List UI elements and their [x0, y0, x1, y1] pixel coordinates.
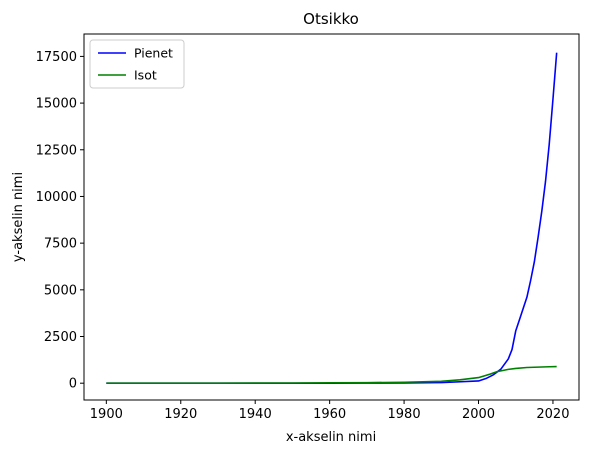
x-tick-label: 1940 — [239, 407, 272, 422]
y-tick-label: 7500 — [44, 237, 77, 252]
y-axis-title: y-akselin nimi — [11, 172, 26, 262]
x-axis: 1900 1920 1940 1960 1980 2000 2020 — [90, 400, 569, 422]
plot-frame — [83, 33, 580, 401]
y-axis: 0 2500 5000 7500 10000 12500 15000 17500 — [36, 50, 84, 392]
x-axis-title: x-akselin nimi — [286, 430, 376, 445]
series-line-2 — [106, 365, 557, 384]
y-tick-label: 12500 — [36, 143, 77, 158]
y-tick-label: 2500 — [44, 330, 77, 345]
legend-box — [89, 39, 185, 89]
y-tick-label: 0 — [69, 377, 77, 392]
plot-area — [106, 52, 558, 384]
x-tick-label: 2020 — [536, 407, 569, 422]
legend-label: Isot — [134, 68, 157, 83]
chart-title: Otsikko — [303, 10, 359, 28]
x-tick-label: 1980 — [388, 407, 421, 422]
legend: Pienet Isot — [89, 39, 185, 89]
series-line-1 — [106, 52, 558, 384]
legend-label: Pienet — [134, 46, 173, 61]
y-tick-label: 15000 — [36, 97, 77, 112]
x-tick-label: 1920 — [164, 407, 197, 422]
x-tick-label: 1960 — [313, 407, 346, 422]
y-tick-label: 5000 — [44, 283, 77, 298]
x-tick-label: 2000 — [462, 407, 495, 422]
y-tick-label: 10000 — [36, 190, 77, 205]
y-tick-label: 17500 — [36, 50, 77, 65]
x-tick-label: 1900 — [90, 407, 123, 422]
